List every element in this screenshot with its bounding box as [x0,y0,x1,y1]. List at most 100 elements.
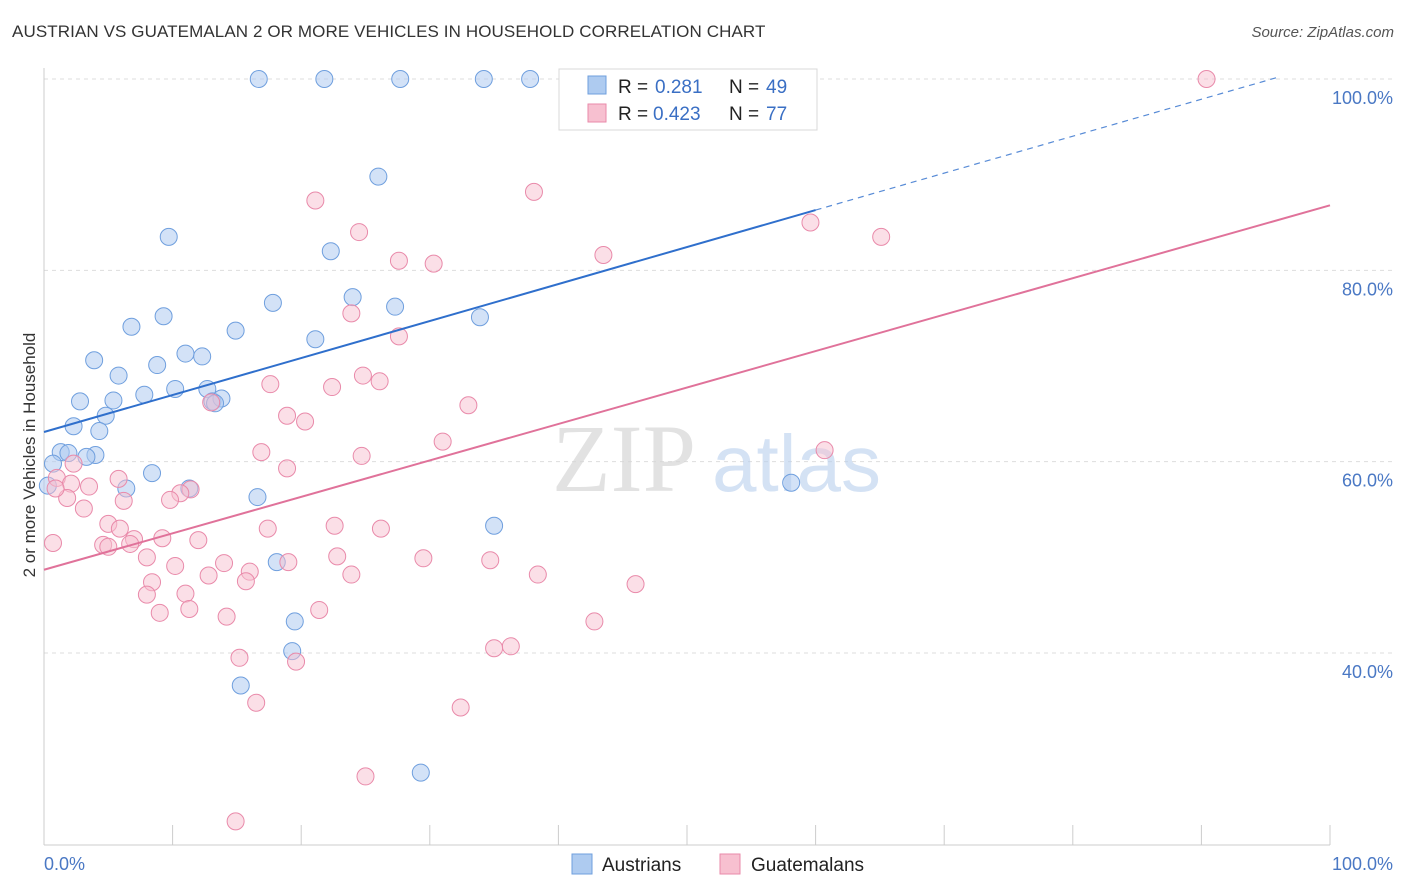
point-austrians [485,516,504,535]
point-guatemalans [217,607,236,626]
point-guatemalans [353,366,372,385]
watermark-zip: ZIP [552,405,696,512]
point-guatemalans [202,393,221,412]
bottom-legend-austrians: Austrians [602,855,681,876]
y-tick-labels: 40.0% 60.0% 80.0% 100.0% [1332,88,1393,682]
point-guatemalans [342,565,361,584]
point-austrians [143,464,162,483]
watermark: ZIP atlas [552,405,881,512]
point-guatemalans [166,556,185,575]
point-austrians [470,308,489,327]
point-guatemalans [371,519,390,538]
bottom-legend-swatch-austrians [571,853,593,875]
point-austrians [263,293,282,312]
point-austrians [285,612,304,631]
point-guatemalans [236,572,255,591]
point-guatemalans [626,575,645,594]
point-guatemalans [328,547,347,566]
point-austrians [226,321,245,340]
point-austrians [306,330,325,349]
point-guatemalans [323,378,342,397]
point-austrians [148,356,167,375]
watermark-atlas: atlas [712,419,881,508]
point-guatemalans [58,489,77,508]
point-austrians [71,392,90,411]
point-guatemalans [350,223,369,242]
point-austrians [369,167,388,186]
trendline-guatemalans [43,204,1331,571]
point-austrians [231,676,250,695]
point-austrians [248,488,267,507]
point-austrians [159,227,178,246]
point-guatemalans [278,459,297,478]
point-austrians [109,366,128,385]
point-guatemalans [485,639,504,658]
point-guatemalans [137,585,156,604]
legend-r-value-2: 0.423 [653,104,701,125]
point-guatemalans [161,490,180,509]
point-guatemalans [356,767,375,786]
y-tick-label: 80.0% [1342,279,1393,299]
point-guatemalans [310,600,329,619]
point-austrians [474,70,493,88]
point-guatemalans [342,304,361,323]
point-austrians [321,242,340,261]
point-guatemalans [226,812,245,831]
point-guatemalans [278,406,297,425]
y-axis-title: 2 or more Vehicles in Household [20,333,39,578]
point-guatemalans [325,516,344,535]
point-guatemalans [501,637,520,656]
legend-swatch-guatemalans [587,103,607,123]
trendline-austrians [43,209,816,433]
bottom-legend: Austrians Guatemalans [571,853,864,876]
grid-lines [44,78,1392,654]
point-guatemalans [528,565,547,584]
point-guatemalans [801,213,820,232]
point-austrians [315,70,334,88]
point-guatemalans [109,469,128,488]
point-guatemalans [46,479,65,498]
point-guatemalans [258,519,277,538]
legend-r-value-1: 0.281 [655,77,703,98]
point-austrians [782,473,801,492]
point-guatemalans [815,441,834,460]
point-guatemalans [296,412,315,431]
y-tick-label: 40.0% [1342,662,1393,682]
x-tick-labels: 0.0% 100.0% [44,854,1393,874]
point-guatemalans [414,549,433,568]
legend-r-label-1: R = [618,77,648,98]
point-guatemalans [247,693,266,712]
point-guatemalans [424,254,443,273]
x-tick-label: 0.0% [44,854,85,874]
point-guatemalans [389,251,408,270]
point-guatemalans [279,553,298,572]
point-guatemalans [180,599,199,618]
point-guatemalans [433,432,452,451]
legend-n-value-1: 49 [766,77,787,98]
point-guatemalans [189,531,208,550]
point-austrians [343,288,362,307]
point-austrians [193,347,212,366]
point-guatemalans [459,396,478,415]
point-guatemalans [872,227,891,246]
point-guatemalans [306,191,325,210]
trend-lines [43,76,1331,571]
axes [43,68,1331,846]
point-guatemalans [451,698,470,717]
point-guatemalans [64,454,83,473]
chart-source: Source: ZipAtlas.com [1251,24,1394,41]
point-guatemalans [176,584,195,603]
point-guatemalans [80,477,99,496]
point-guatemalans [137,548,156,567]
point-guatemalans [215,554,234,573]
y-tick-label: 60.0% [1342,471,1393,491]
point-austrians [386,297,405,316]
point-guatemalans [230,648,249,667]
point-guatemalans [287,652,306,671]
point-austrians [411,763,430,782]
series-guatemalans-points [44,70,1216,831]
point-guatemalans [252,443,271,462]
bottom-legend-guatemalans: Guatemalans [751,855,864,876]
point-austrians [104,391,123,410]
